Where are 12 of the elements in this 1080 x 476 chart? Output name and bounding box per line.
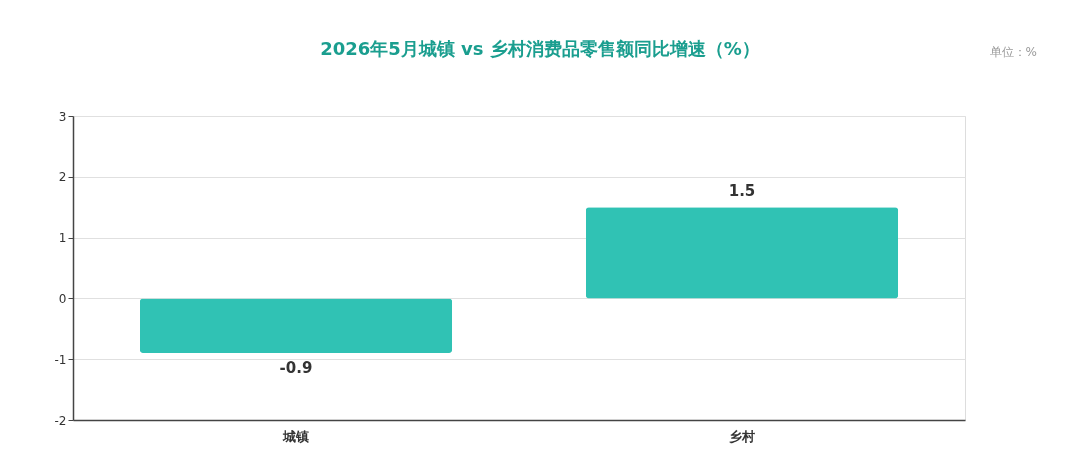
- x-tick-label: 城镇: [282, 428, 309, 444]
- y-tick-label: 2: [58, 170, 67, 185]
- data-label: 1.5: [728, 182, 756, 201]
- y-tick-label: -1: [54, 352, 67, 367]
- x-tick-label: 乡村: [729, 428, 755, 444]
- y-tick-label: 0: [58, 291, 67, 306]
- y-tick-label: 3: [58, 109, 67, 124]
- y-tick-label: -2: [54, 413, 67, 428]
- chart-title: 2026年5月城镇 vs 乡村消费品零售额同比增速（%）: [320, 38, 760, 59]
- data-label: -0.9: [279, 359, 313, 378]
- y-tick-label: 1: [58, 231, 67, 246]
- text: 单位：%: [989, 45, 1037, 59]
